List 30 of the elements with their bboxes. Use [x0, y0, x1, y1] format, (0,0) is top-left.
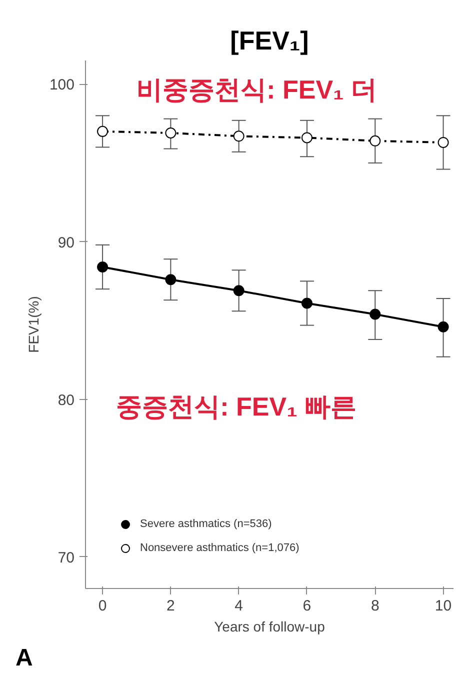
point	[233, 130, 244, 142]
point	[301, 298, 312, 309]
x-tick-label: 8	[370, 598, 380, 614]
point	[438, 321, 449, 332]
x-tick-label: 0	[98, 598, 107, 614]
y-tick-label: 70	[58, 549, 75, 566]
point	[370, 135, 381, 146]
x-axis-title: Years of follow-up	[214, 618, 326, 634]
point	[438, 136, 449, 148]
chart-title: [FEV₁]	[230, 26, 309, 56]
y-tick-label: 90	[58, 234, 75, 252]
x-tick-label: 2	[166, 598, 175, 614]
point	[165, 274, 176, 286]
point	[301, 132, 312, 144]
annotation: 중증천식: FEV₁ 빠른	[116, 391, 357, 422]
text: A	[16, 644, 33, 672]
y-tick-label: 100	[49, 76, 75, 94]
point	[165, 128, 176, 138]
y-axis-title: FEV1(%)	[25, 296, 42, 353]
y-tick-label: 80	[58, 392, 75, 409]
annotation: 비중증천식: FEV₁ 더	[136, 74, 378, 105]
legend-label: Severe asthmatics (n=536)	[140, 518, 272, 530]
point	[233, 285, 244, 296]
point	[370, 308, 381, 320]
legend-label: Nonsevere asthmatics (n=1,076)	[140, 542, 300, 554]
x-tick-label: 4	[234, 598, 244, 614]
point	[97, 126, 108, 137]
point	[97, 261, 108, 272]
x-tick-label: 10	[434, 598, 452, 614]
x-tick-label: 6	[302, 598, 312, 614]
